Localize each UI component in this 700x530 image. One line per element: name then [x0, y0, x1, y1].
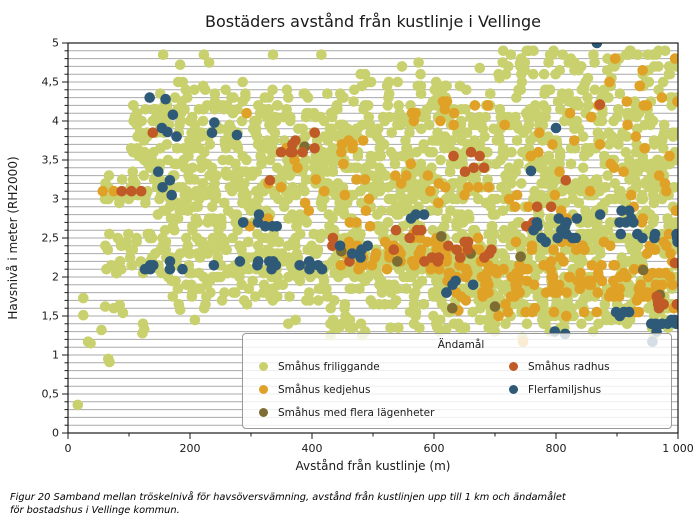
- x-tick-label: 800: [546, 442, 567, 455]
- y-tick-label: 0,5: [42, 388, 60, 401]
- y-tick-label: 2,5: [42, 232, 60, 245]
- chart-title: Bostäders avstånd från kustlinje i Velli…: [205, 12, 541, 31]
- friliggande-marker-icon: [259, 362, 268, 371]
- flera-lagenheter-marker-icon: [259, 408, 268, 417]
- axis-ticks: [62, 42, 679, 439]
- x-tick-label: 1 000: [662, 442, 694, 455]
- legend-item-smahus-radhus: Småhus radhus: [509, 361, 663, 373]
- legend: Ändamål Småhus friliggande Småhus kedjeh…: [242, 333, 672, 429]
- figure-caption: Figur 20 Samband mellan tröskelnivå för …: [10, 492, 690, 517]
- legend-title: Ändamål: [437, 339, 485, 351]
- legend-item-smahus-kedjehus: Småhus kedjehus: [259, 384, 509, 396]
- legend-item-label: Flerfamiljshus: [528, 383, 602, 396]
- y-tick-label: 1: [52, 349, 59, 362]
- legend-item-smahus-friliggande: Småhus friliggande: [259, 361, 509, 373]
- radhus-marker-icon: [509, 362, 518, 371]
- legend-grid: Småhus friliggande Småhus kedjehus Småhu…: [259, 355, 663, 424]
- y-tick-label: 3: [52, 193, 59, 206]
- x-tick-label: 400: [302, 442, 323, 455]
- y-tick-label: 4,5: [42, 76, 60, 89]
- x-tick-label: 600: [424, 442, 445, 455]
- y-tick-label: 3,5: [42, 154, 60, 167]
- legend-item-label: Småhus radhus: [528, 360, 610, 373]
- y-tick-label: 1,5: [42, 310, 60, 323]
- caption-line-1: Figur 20 Samband mellan tröskelnivå för …: [10, 492, 566, 503]
- x-tick-label: 0: [65, 442, 72, 455]
- legend-item-label: Småhus kedjehus: [278, 383, 371, 396]
- series-points-4: [139, 43, 678, 348]
- caption-line-2: för bostadshus i Vellinge kommun.: [10, 504, 180, 516]
- legend-item-label: Småhus med flera lägenheter: [278, 406, 435, 419]
- legend-item-smahus-med-flera-lagenheter: Småhus med flera lägenheter: [259, 407, 509, 419]
- axis-tick-labels: 0 0,5 1 1,5 2 2,5 3 3,5 4 4,5 5 0 200 400 600 800 1 000: [42, 37, 694, 455]
- y-tick-label: 2: [52, 271, 59, 284]
- series-points-3: [116, 99, 678, 314]
- y-tick-label: 0: [52, 427, 59, 440]
- y-axis-label: Havsnivå i meter (RH2000): [6, 156, 20, 319]
- flerfamiljshus-marker-icon: [509, 385, 518, 394]
- legend-item-label: Småhus friliggande: [278, 360, 380, 373]
- y-tick-label: 4: [52, 115, 59, 128]
- y-tick-label: 5: [52, 37, 59, 50]
- kedjehus-marker-icon: [259, 385, 268, 394]
- legend-item-flerfamiljshus: Flerfamiljshus: [509, 384, 663, 396]
- x-tick-label: 200: [180, 442, 201, 455]
- x-axis-label: Avstånd från kustlinje (m): [296, 459, 451, 473]
